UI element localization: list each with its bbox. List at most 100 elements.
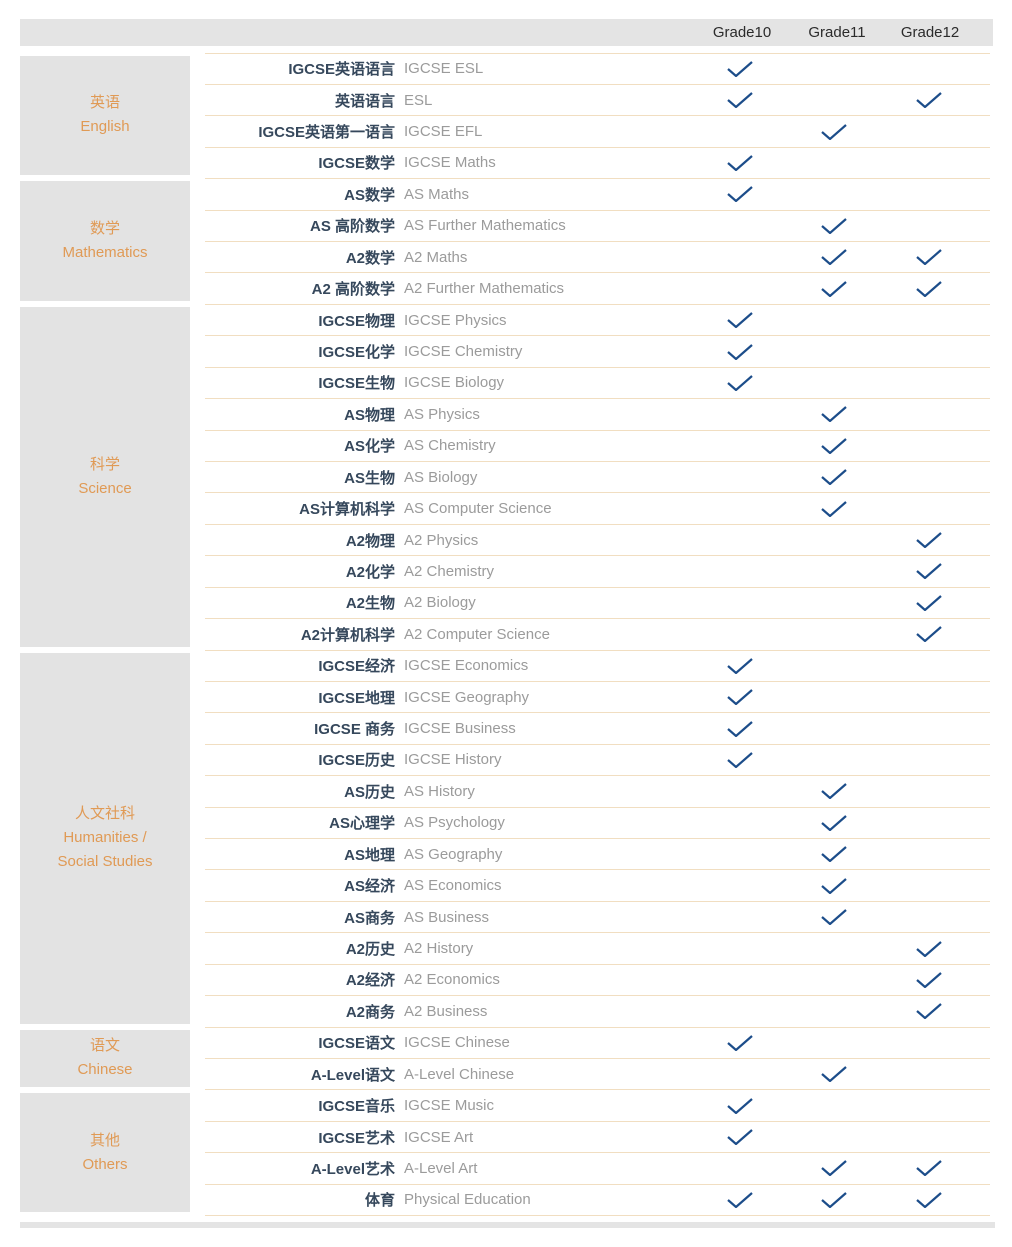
course-name-zh: AS化学 [344,438,395,456]
check-icon [820,846,848,863]
check-icon [915,280,943,297]
check-icon [820,877,848,894]
category-block-science: 科学 Science [20,306,190,647]
check-icon [915,1003,943,1020]
check-icon [726,689,754,706]
table-row: AS 高阶数学 AS Further Mathematics [205,211,990,243]
table-row: AS化学 AS Chemistry [205,431,990,462]
course-name-zh: AS商务 [344,909,395,927]
category-name-en: English [80,118,130,136]
table-row: AS计算机科学 AS Computer Science [205,493,990,525]
check-icon [726,375,754,391]
category-block-others: 其他 Others [20,1092,190,1213]
check-icon [726,1129,754,1146]
table-row: IGCSE生物 IGCSE Biology [205,368,990,400]
grade-header-row: Grade10 Grade11 Grade12 [20,19,993,46]
course-name-en: AS Economics [404,877,502,895]
course-name-en: ESL [404,91,433,109]
check-icon [820,217,848,234]
category-name-en: Mathematics [62,244,148,262]
column-header-grade12: Grade12 [900,24,960,41]
check-icon [915,249,943,266]
course-name-zh: AS经济 [344,878,395,896]
table-row: 英语语言 ESL [205,85,990,117]
course-name-en: IGCSE Chinese [404,1034,510,1052]
course-name-zh: 体育 [364,1192,395,1210]
table-row: IGCSE数学 IGCSE Maths [205,148,990,180]
column-header-grade10: Grade10 [712,24,772,41]
course-name-zh: A2商务 [345,1003,395,1021]
check-icon [726,1034,754,1051]
course-name-en: A2 Physics [404,531,479,549]
course-name-en: AS Business [404,908,490,926]
category-name-zh: 语文 [89,1037,120,1055]
table-row: IGCSE经济 IGCSE Economics [205,651,990,682]
check-icon [820,249,848,266]
course-name-en: IGCSE Biology [404,374,505,392]
check-icon [915,1192,943,1208]
check-icon [820,280,848,297]
table-row: A-Level语文 A-Level Chinese [205,1059,990,1091]
course-name-en: A2 Biology [404,594,476,612]
category-block-english: 英语 English [20,55,190,176]
check-icon [915,972,943,988]
check-icon [726,92,754,109]
course-name-en: IGCSE Maths [404,154,496,172]
course-name-zh: IGCSE英语第一语言 [258,124,395,142]
check-icon [726,312,754,329]
course-name-zh: A-Level艺术 [310,1160,395,1178]
category-name-zh: 人文社科 [74,805,135,823]
course-name-zh: A2计算机科学 [300,626,395,644]
table-row: AS生物 AS Biology [205,462,990,494]
course-name-zh: AS 高阶数学 [309,218,395,236]
table-row: AS商务 AS Business [205,902,990,934]
table-row: IGCSE地理 IGCSE Geography [205,682,990,714]
check-icon [915,92,943,109]
course-name-zh: A2化学 [345,563,395,581]
course-name-en: A2 Chemistry [404,562,495,580]
category-name-zh: 科学 [89,455,120,473]
table-row: IGCSE 商务 IGCSE Business [205,713,990,745]
course-name-zh: AS心理学 [329,815,395,833]
course-name-en: AS Chemistry [404,437,496,455]
table-row: AS历史 AS History [205,776,990,808]
check-icon [726,60,754,77]
table-row: A2数学 A2 Maths [205,242,990,274]
course-name-zh: A2 高阶数学 [311,281,395,299]
course-name-en: IGCSE Chemistry [404,343,523,360]
check-icon [915,940,943,957]
course-name-en: IGCSE Economics [404,657,529,675]
check-icon [820,406,848,423]
table-row: IGCSE艺术 IGCSE Art [205,1122,990,1154]
course-name-zh: IGCSE语文 [318,1035,395,1053]
course-name-zh: IGCSE地理 [318,689,395,707]
check-icon [915,1160,943,1177]
check-icon [820,783,848,800]
check-icon [726,343,754,360]
course-name-zh: IGCSE生物 [318,375,395,393]
table-row: A2商务 A2 Business [205,996,990,1028]
category-name-zh: 数学 [89,220,120,238]
category-block-chinese: 语文 Chinese [20,1029,190,1087]
check-icon [726,657,754,674]
course-name-en: Physical Education [404,1191,531,1209]
course-name-zh: AS计算机科学 [299,501,395,519]
check-icon [726,186,754,203]
table-row: A2化学 A2 Chemistry [205,556,990,588]
course-name-en: AS Psychology [404,814,505,832]
table-row: A2物理 A2 Physics [205,525,990,557]
course-name-en: A-Level Art [404,1159,478,1177]
check-icon [820,1192,848,1208]
course-name-zh: IGCSE物理 [318,312,395,330]
table-row: A-Level艺术 A-Level Art [205,1153,990,1185]
course-name-en: A2 Computer Science [404,625,550,643]
check-icon [820,469,848,486]
course-rows: IGCSE英语语言 IGCSE ESL 英语语言 ESL IGCSE英语第一语言 IGCS… [205,52,990,1217]
course-name-en: A-Level Chinese [404,1065,515,1083]
course-name-zh: IGCSE化学 [318,344,395,361]
course-name-zh: AS生物 [344,469,395,487]
table-row: AS心理学 AS Psychology [205,808,990,840]
table-row: A2历史 A2 History [205,933,990,965]
table-row: A2生物 A2 Biology [205,588,990,620]
